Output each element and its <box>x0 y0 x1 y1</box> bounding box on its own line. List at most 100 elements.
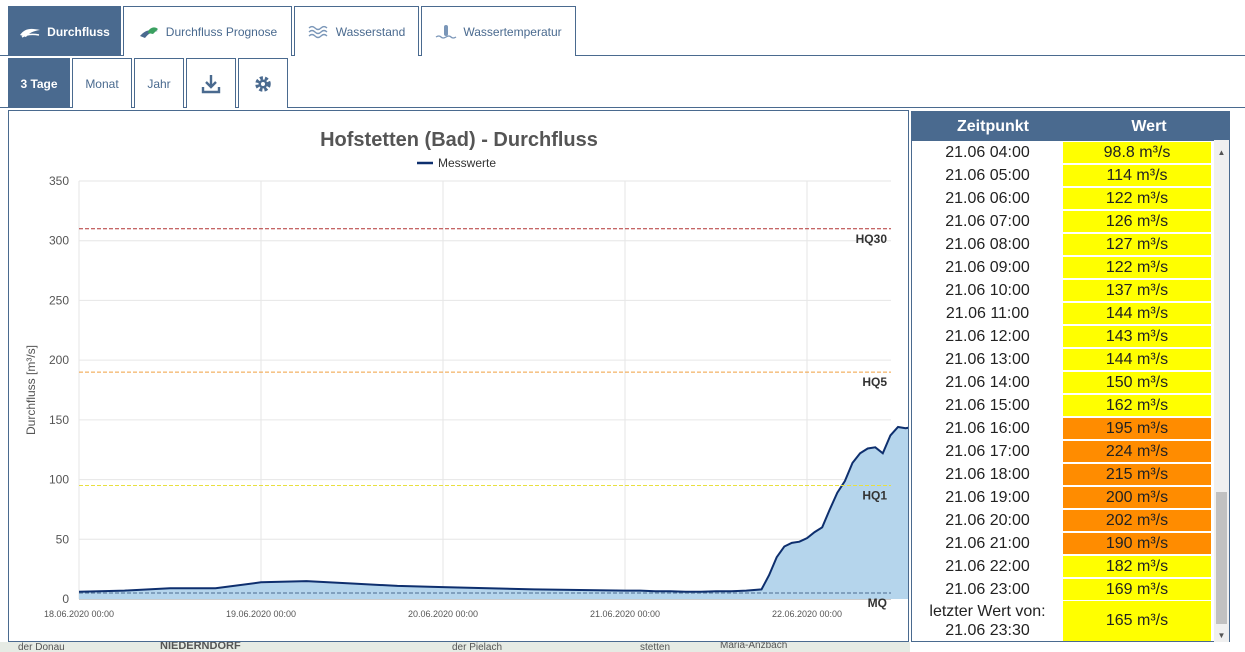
thermometer-icon <box>436 24 457 39</box>
table-row: 21.06 15:00 162 m³/s <box>912 394 1214 417</box>
y-tick-label: 150 <box>49 413 69 427</box>
table-row: 21.06 16:00 195 m³/s <box>912 417 1214 440</box>
gear-icon <box>255 75 271 92</box>
row-time: 21.06 07:00 <box>945 212 1030 230</box>
row-value: 114 m³/s <box>1063 165 1211 186</box>
map-label: NIEDERNDORF <box>160 642 241 652</box>
table-row: 21.06 13:00 144 m³/s <box>912 348 1214 371</box>
table-row: 21.06 19:00 200 m³/s <box>912 486 1214 509</box>
x-tick-label: 20.06.2020 00:00 <box>408 609 478 619</box>
tab-durchfluss[interactable]: Durchfluss <box>8 6 121 56</box>
latest-value: 165 m³/s <box>1063 601 1211 641</box>
row-value: 162 m³/s <box>1063 395 1211 416</box>
table-row: 21.06 14:00 150 m³/s <box>912 371 1214 394</box>
threshold-label: MQ <box>868 596 887 610</box>
row-value: 137 m³/s <box>1063 280 1211 301</box>
chart-title: Hofstetten (Bad) - Durchfluss <box>320 129 598 151</box>
table-row: 21.06 22:00 182 m³/s <box>912 555 1214 578</box>
legend-label: Messwerte <box>438 156 496 170</box>
threshold-label: HQ30 <box>856 232 888 246</box>
x-tick-label: 22.06.2020 00:00 <box>772 609 842 619</box>
tab-wasserstand[interactable]: Wasserstand <box>294 6 419 56</box>
threshold-label: HQ5 <box>862 375 887 389</box>
table-body: 21.06 04:00 98.8 m³/s 21.06 05:00 114 m³/s 2… <box>912 141 1214 641</box>
y-tick-label: 0 <box>62 592 69 606</box>
range-monat-button[interactable]: Monat <box>72 58 132 108</box>
table-row: 21.06 08:00 127 m³/s <box>912 233 1214 256</box>
download-icon <box>201 74 221 93</box>
series-area <box>79 324 1078 599</box>
y-tick-label: 50 <box>56 532 70 546</box>
scroll-up-icon[interactable]: ▲ <box>1217 148 1226 157</box>
range-jahr-button[interactable]: Jahr <box>134 58 184 108</box>
y-tick-label: 350 <box>49 174 69 188</box>
x-tick-label: 19.06.2020 00:00 <box>226 609 296 619</box>
table-row: 21.06 07:00 126 m³/s <box>912 210 1214 233</box>
y-tick-label: 300 <box>49 234 69 248</box>
row-value: 143 m³/s <box>1063 326 1211 347</box>
row-time: 21.06 09:00 <box>945 258 1030 276</box>
table-row: 21.06 05:00 114 m³/s <box>912 164 1214 187</box>
table-row: 21.06 18:00 215 m³/s <box>912 463 1214 486</box>
row-time: 21.06 16:00 <box>945 419 1030 437</box>
row-value: 126 m³/s <box>1063 211 1211 232</box>
chart-panel: Hofstetten (Bad) - Durchfluss Messwerte 0 5… <box>8 110 1097 642</box>
range-toolbar: 3 Tage Monat Jahr <box>0 56 1245 108</box>
row-time: 21.06 23:00 <box>945 580 1030 598</box>
row-time: 21.06 10:00 <box>945 281 1030 299</box>
row-value: 98.8 m³/s <box>1063 142 1211 163</box>
table-row: 21.06 20:00 202 m³/s <box>912 509 1214 532</box>
table-row: 21.06 04:00 98.8 m³/s <box>912 141 1214 164</box>
tab-wassertemperatur[interactable]: Wassertemperatur <box>421 6 576 56</box>
table-row: 21.06 23:00 169 m³/s <box>912 578 1214 601</box>
table-row: 21.06 09:00 122 m³/s <box>912 256 1214 279</box>
tab-durchfluss-prognose[interactable]: Durchfluss Prognose <box>123 6 292 56</box>
row-time: 21.06 20:00 <box>945 511 1030 529</box>
row-time: 21.06 06:00 <box>945 189 1030 207</box>
header-zeitpunkt: Zeitpunkt <box>957 117 1029 135</box>
tab-label: Wassertemperatur <box>463 24 562 39</box>
x-tick-label: 18.06.2020 00:00 <box>44 609 114 619</box>
map-label: der Pielach <box>452 642 503 652</box>
y-tick-label: 200 <box>49 353 69 367</box>
scroll-down-icon[interactable]: ▼ <box>1217 631 1226 640</box>
row-time: 21.06 18:00 <box>945 465 1030 483</box>
table-header: Zeitpunkt Wert <box>912 112 1229 141</box>
row-time: 21.06 15:00 <box>945 396 1030 414</box>
flow-icon <box>20 28 41 38</box>
table-row: 21.06 17:00 224 m³/s <box>912 440 1214 463</box>
forecast-icon <box>139 26 158 38</box>
row-time: 21.06 08:00 <box>945 235 1030 253</box>
map-label: Maria-Anzbach <box>720 642 788 651</box>
settings-button[interactable] <box>238 58 288 108</box>
row-value: 122 m³/s <box>1063 257 1211 278</box>
waves-icon <box>308 25 328 38</box>
map-label: stetten <box>640 642 671 652</box>
table-row: 21.06 10:00 137 m³/s <box>912 279 1214 302</box>
range-3-tage-button[interactable]: 3 Tage <box>8 58 70 108</box>
row-time: 21.06 21:00 <box>945 534 1030 552</box>
scroll-thumb[interactable] <box>1216 492 1227 624</box>
tab-label: Durchfluss Prognose <box>165 24 278 39</box>
download-button[interactable] <box>186 58 236 108</box>
tab-label: Durchfluss <box>47 24 110 39</box>
y-axis-label: Durchfluss [m³/s] <box>24 345 38 435</box>
row-time: 21.06 19:00 <box>945 488 1030 506</box>
row-time: 21.06 14:00 <box>945 373 1030 391</box>
table-scrollbar[interactable]: ▲ ▼ <box>1214 140 1229 642</box>
row-value: 195 m³/s <box>1063 418 1211 439</box>
header-wert: Wert <box>1131 117 1167 135</box>
table-row: 21.06 11:00 144 m³/s <box>912 302 1214 325</box>
row-time: 21.06 05:00 <box>945 166 1030 184</box>
row-time: 21.06 11:00 <box>945 304 1030 322</box>
row-value: 202 m³/s <box>1063 510 1211 531</box>
row-value: 169 m³/s <box>1063 579 1211 600</box>
discharge-chart: Hofstetten (Bad) - Durchfluss Messwerte 0 5… <box>24 129 1097 619</box>
table-row: 21.06 21:00 190 m³/s <box>912 532 1214 555</box>
x-tick-label: 21.06.2020 00:00 <box>590 609 660 619</box>
values-table: Zeitpunkt Wert 21.06 04:00 98.8 m³/s 21.06… <box>911 111 1230 642</box>
row-value: 144 m³/s <box>1063 303 1211 324</box>
table-row-latest: letzter Wert von: 21.06 23:30 165 m³/s <box>912 601 1214 641</box>
row-time: 21.06 04:00 <box>945 143 1030 161</box>
row-value: 200 m³/s <box>1063 487 1211 508</box>
